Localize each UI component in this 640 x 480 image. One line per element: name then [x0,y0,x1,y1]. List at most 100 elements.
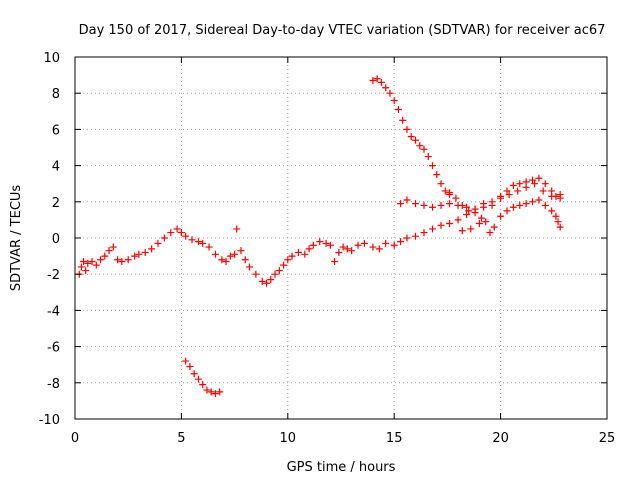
data-point-descending-arc [416,142,424,150]
data-point-descending-arc [420,145,428,153]
data-point-main-band [188,236,196,244]
y-axis-label: SDTVAR / TECUs [9,185,24,292]
x-tick-label: 10 [280,431,297,446]
data-point-late-cluster [446,191,454,199]
data-point-main-band [390,241,398,249]
data-point-upper-branch [411,200,419,208]
data-point-main-band [280,261,288,269]
data-point-main-band [237,247,245,255]
data-point-late-cluster [482,218,490,226]
data-point-main-band [109,243,117,251]
data-point-late-cluster [490,223,498,231]
y-tick-label: 0 [52,232,60,247]
data-point-main-band [148,245,156,253]
data-point-main-band [177,229,185,237]
data-point-main-band [141,248,149,256]
data-point-main-band [105,247,113,255]
data-point-descending-arc [411,136,419,144]
data-point-late-cluster [552,212,560,220]
y-tick-label: -6 [47,341,60,356]
data-point-main-band [131,252,139,260]
data-point-upper-branch [429,203,437,211]
data-point-late-cluster [529,198,537,206]
y-tick-label: 10 [43,51,60,66]
y-tick-label: -10 [39,413,60,428]
axis-ticks: 0 5 10 15 20 25 -10 -8 -6 -4 -2 0 2 4 6 8 10 [39,51,616,446]
data-point-main-band [541,180,549,188]
data-point-late-cluster [509,203,517,211]
data-point-descending-arc [424,153,432,161]
data-point-main-band [463,210,471,218]
data-point-main-band [173,225,181,233]
data-point-main-band [305,245,313,253]
data-point-main-band [369,243,377,251]
chart-title: Day 150 of 2017, Sidereal Day-to-day VTE… [79,23,606,38]
data-point-main-band [92,261,100,269]
data-point-main-band [509,182,517,190]
data-point-main-band [194,238,202,246]
data-point-late-cluster [497,212,505,220]
data-point-main-band [309,241,317,249]
data-point-late-cluster [465,207,473,215]
grid-layer [75,57,607,419]
data-point-main-band [154,239,162,247]
data-point-main-band [437,221,445,229]
data-point-negative-arc [194,375,202,383]
y-tick-label: -8 [47,377,60,392]
data-point-upper-branch [497,194,505,202]
y-tick-label: 4 [52,160,60,175]
data-point-main-band [101,252,109,260]
data-point-descending-arc [386,89,394,97]
data-point-main-band [411,232,419,240]
data-point-main-band [316,238,324,246]
x-tick-label: 5 [177,431,185,446]
data-point-negative-arc [190,370,198,378]
data-point-main-band [326,241,334,249]
data-point-main-band [354,241,362,249]
data-point-main-band [226,252,234,260]
data-point-upper-branch [488,201,496,209]
data-point-main-band [360,239,368,247]
data-point-upper-branch [403,196,411,204]
data-point-main-band [97,256,105,264]
data-point-late-cluster [503,207,511,215]
data-point-main-band [205,243,213,251]
data-point-main-band [124,256,132,264]
data-point-late-cluster [458,201,466,209]
data-point-upper-branch [437,201,445,209]
data-point-descending-arc [382,84,390,92]
x-axis-label: GPS time / hours [287,460,396,475]
data-point-main-band [135,250,143,258]
data-point-negative-arc [203,386,211,394]
y-tick-label: 8 [52,87,60,102]
data-point-late-cluster [471,209,479,217]
x-tick-label: 15 [386,431,403,446]
data-point-negative-arc [186,363,194,371]
y-tick-label: -2 [47,268,60,283]
data-point-late-cluster [554,218,562,226]
data-point-descending-arc [429,162,437,170]
data-point-late-cluster [475,220,483,228]
data-point-negative-arc [182,357,190,365]
data-point-main-band [263,279,271,287]
data-point-descending-arc [399,116,407,124]
data-point-main-band [160,234,168,242]
data-point-late-cluster [548,207,556,215]
data-point-main-band [529,176,537,184]
data-point-upper-branch [556,191,564,199]
data-point-late-cluster [477,214,485,222]
data-point-main-band [375,245,383,253]
data-point-main-band [343,245,351,253]
data-point-main-band [403,234,411,242]
data-point-late-cluster [535,196,543,204]
data-point-descending-arc [373,75,381,83]
data-point-negative-arc [216,388,224,396]
data-point-main-band [182,232,190,240]
data-point-late-cluster [486,229,494,237]
data-point-upper-branch [531,180,539,188]
data-point-descending-arc [403,125,411,133]
y-tick-label: -4 [47,304,60,319]
data-point-negative-arc [199,381,207,389]
data-point-main-band [218,256,226,264]
